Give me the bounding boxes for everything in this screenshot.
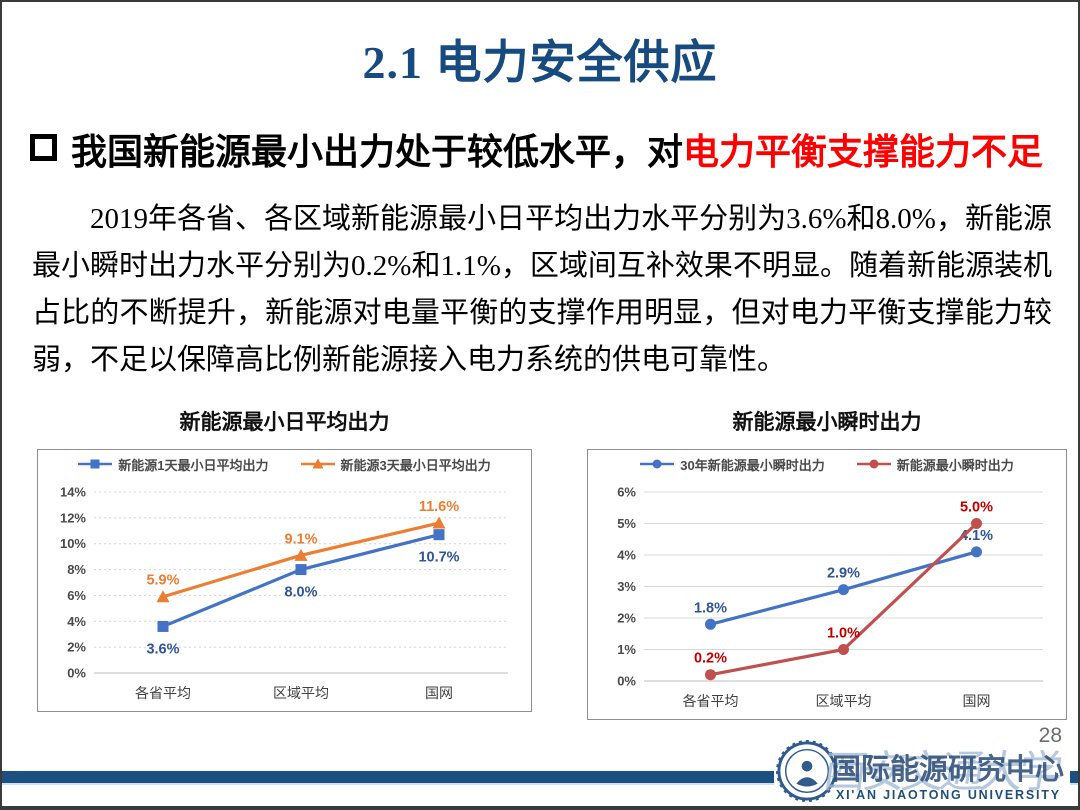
legend-item: 30年新能源最小瞬时出力 [640,455,825,474]
square-legend-marker-icon [78,459,113,469]
svg-text:国网: 国网 [963,693,991,709]
svg-text:14%: 14% [60,485,86,500]
svg-text:3.6%: 3.6% [146,641,179,657]
circle-legend-marker-icon [856,459,891,469]
right-chart-legend: 30年新能源最小瞬时出力 新能源最小瞬时出力 [588,450,1066,478]
svg-text:4%: 4% [617,548,636,563]
left-line-chart: 新能源1天最小日平均出力 新能源3天最小日平均出力 0% 2% 4% 6% 8% 10% 12… [37,449,532,712]
svg-text:各省平均: 各省平均 [135,685,191,701]
svg-text:1%: 1% [617,642,636,657]
svg-text:10%: 10% [60,536,86,551]
svg-text:11.6%: 11.6% [419,499,459,515]
svg-text:9.1%: 9.1% [284,531,317,547]
svg-text:8.0%: 8.0% [284,585,317,601]
right-chart-plot: 0%1%2%3%4%5%6%各省平均 区域平均 国网1.8%2.9%4.1%0.2%… [617,485,1043,709]
svg-text:0%: 0% [617,674,636,689]
left-chart-legend: 新能源1天最小日平均出力 新能源3天最小日平均出力 [38,450,531,478]
svg-text:2%: 2% [67,640,86,655]
svg-text:8%: 8% [67,562,86,577]
svg-text:1.8%: 1.8% [694,600,727,616]
section-heading: 我国新能源最小出力处于较低水平，对电力平衡支撑能力不足 [30,123,1060,175]
university-name-en: XI'AN JIAOTONG UNIVERSITY [836,788,1061,802]
page-number: 28 [1038,724,1062,747]
legend-item: 新能源最小瞬时出力 [856,455,1014,474]
body-paragraph: 2019年各省、各区域新能源最小日平均出力水平分别为3.6%和8.0%，新能源最… [32,203,1052,376]
svg-text:各省平均: 各省平均 [683,693,739,709]
svg-text:5.0%: 5.0% [960,500,993,516]
svg-text:4%: 4% [67,614,86,629]
circle-legend-marker-icon [640,459,675,469]
svg-text:0%: 0% [67,666,86,681]
svg-text:12%: 12% [60,510,86,525]
left-chart-plot: 0% 2% 4% 6% 8% 10% 12% 14% 各省平均 区域平均 国网 3.6% 8.0% 10.… [60,485,508,701]
svg-text:0.2%: 0.2% [694,651,727,667]
university-seal-icon [776,740,838,802]
svg-text:3%: 3% [617,579,636,594]
left-chart-title: 新能源最小日平均出力 [179,411,390,434]
svg-text:6%: 6% [617,485,636,500]
svg-text:区域平均: 区域平均 [273,685,329,701]
svg-text:6%: 6% [67,588,86,603]
university-logo: 西安交通大学 国际能源研究中心 XI'AN JIAOTONG UNIVERSIT… [774,734,1070,806]
heading-text-black: 我国新能源最小出力处于较低水平，对 [71,131,684,172]
svg-text:5.9%: 5.9% [146,573,179,589]
org-name: 国际能源研究中心 [832,754,1065,786]
svg-text:国网: 国网 [425,685,453,701]
triangle-legend-marker-icon [300,458,335,469]
svg-text:10.7%: 10.7% [418,550,459,566]
page-title: 2.1 电力安全供应 [362,37,718,88]
right-chart-title: 新能源最小瞬时出力 [732,411,922,434]
heading-text-red: 电力平衡支撑能力不足 [683,131,1044,172]
right-line-chart: 30年新能源最小瞬时出力 新能源最小瞬时出力 0% 1% 2% 3% 4% 5% 6% 各省平均… [587,449,1067,720]
legend-item: 新能源3天最小日平均出力 [300,455,491,474]
svg-text:2.9%: 2.9% [827,566,860,582]
svg-text:区域平均: 区域平均 [816,693,872,709]
legend-item: 新能源1天最小日平均出力 [78,455,269,474]
svg-text:5%: 5% [617,516,636,531]
bullet-square-icon [30,134,57,161]
svg-text:1.0%: 1.0% [827,626,860,642]
svg-text:2%: 2% [617,611,636,626]
